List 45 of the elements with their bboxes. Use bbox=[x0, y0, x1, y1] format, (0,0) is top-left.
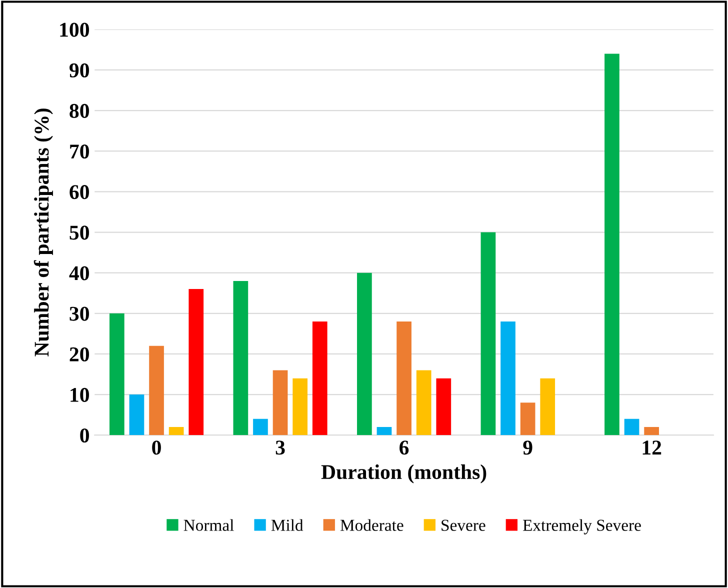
bar bbox=[272, 370, 288, 436]
x-tick-label: 9 bbox=[523, 440, 532, 455]
bar bbox=[604, 54, 620, 436]
y-tick-label: 90 bbox=[70, 63, 89, 78]
bar bbox=[233, 280, 248, 436]
legend-label: Moderate bbox=[340, 519, 404, 531]
x-tick-label: 0 bbox=[152, 440, 161, 455]
x-tick-label: 6 bbox=[400, 440, 409, 455]
y-tick-label: 30 bbox=[70, 306, 89, 321]
x-tick-label: 3 bbox=[276, 440, 285, 455]
y-tick-label: 10 bbox=[70, 388, 89, 402]
bar bbox=[540, 378, 556, 436]
bar bbox=[520, 402, 536, 436]
y-axis-title: Number of participants (%) bbox=[34, 108, 53, 356]
bar bbox=[292, 378, 308, 436]
bar bbox=[129, 394, 144, 436]
bar bbox=[253, 418, 268, 436]
y-tick-label: 80 bbox=[70, 104, 89, 118]
x-axis-title: Duration (months) bbox=[321, 464, 486, 484]
y-tick-label: 100 bbox=[60, 22, 89, 37]
y-tick-label: 20 bbox=[70, 347, 89, 362]
y-tick-label: 0 bbox=[80, 428, 89, 443]
bar bbox=[436, 378, 452, 436]
legend-label: Mild bbox=[271, 519, 304, 531]
y-tick-label: 50 bbox=[70, 226, 89, 240]
bar bbox=[480, 232, 496, 436]
bar bbox=[312, 322, 328, 436]
x-tick-label: 12 bbox=[642, 440, 662, 454]
bar bbox=[644, 427, 659, 436]
y-tick-label: 40 bbox=[69, 266, 89, 280]
bar bbox=[149, 346, 164, 436]
legend-label: Normal bbox=[184, 519, 234, 531]
bar bbox=[109, 313, 124, 436]
bar bbox=[500, 322, 516, 436]
bar bbox=[376, 427, 392, 436]
bar bbox=[357, 272, 372, 436]
legend-label: Severe bbox=[442, 520, 486, 531]
bar bbox=[168, 427, 184, 436]
legend-label: Extremely Severe bbox=[522, 519, 641, 534]
bar bbox=[396, 322, 412, 436]
y-tick-label: 70 bbox=[70, 144, 89, 159]
y-tick-label: 60 bbox=[70, 185, 89, 200]
bar bbox=[188, 289, 204, 436]
bar bbox=[416, 370, 432, 436]
bar bbox=[624, 418, 640, 436]
